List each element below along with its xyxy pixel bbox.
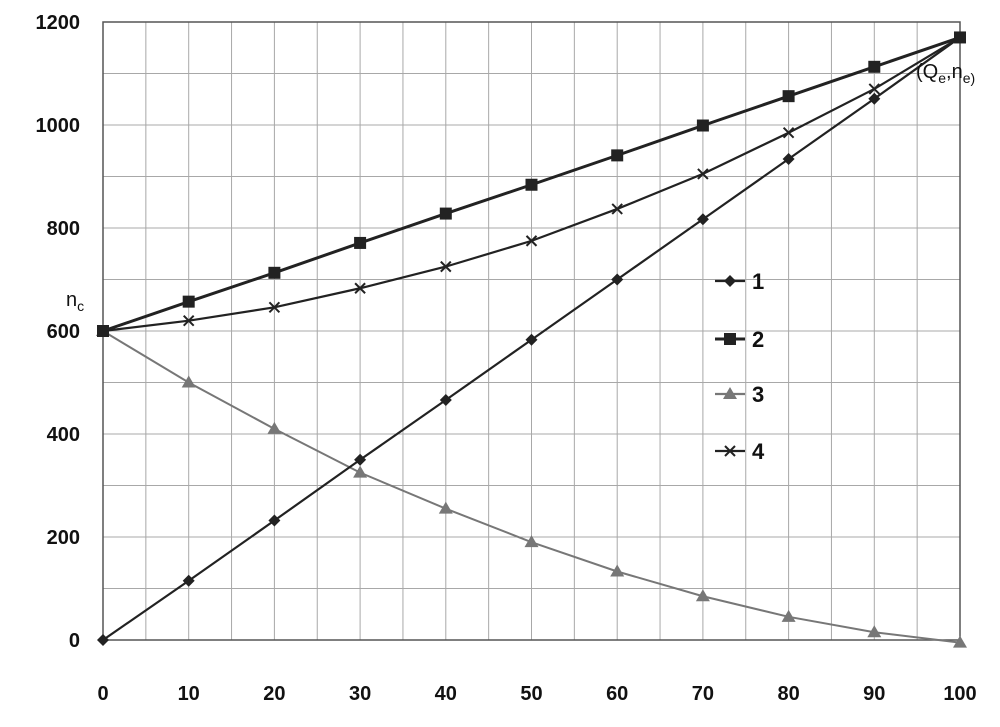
annotation-part: (Q xyxy=(916,61,938,83)
annotation-nc-sub: c xyxy=(77,298,84,314)
x-tick-label: 10 xyxy=(178,683,200,705)
x-tick-label: 100 xyxy=(943,683,976,705)
x-tick-label: 0 xyxy=(97,683,108,705)
y-tick-label: 200 xyxy=(47,527,80,549)
x-tick-label: 30 xyxy=(349,683,371,705)
y-tick-label: 800 xyxy=(47,218,80,240)
y-tick-label: 1000 xyxy=(36,115,81,137)
annotation-sub: e xyxy=(938,70,946,86)
annotation-part: ,n xyxy=(946,61,963,83)
data-point-series-2 xyxy=(697,120,709,132)
legend-label: 4 xyxy=(752,439,765,464)
x-tick-label: 90 xyxy=(863,683,885,705)
y-tick-label: 600 xyxy=(47,321,80,343)
grid xyxy=(103,22,960,640)
y-tick-label: 1200 xyxy=(36,12,81,34)
data-point-series-2 xyxy=(783,90,795,102)
x-tick-label: 20 xyxy=(263,683,285,705)
x-tick-label: 40 xyxy=(435,683,457,705)
data-point-series-2 xyxy=(183,296,195,308)
data-point-series-2 xyxy=(268,267,280,279)
legend-marker xyxy=(724,333,736,345)
legend-label: 3 xyxy=(752,382,764,407)
data-point-series-2 xyxy=(526,179,538,191)
x-tick-label: 80 xyxy=(777,683,799,705)
y-tick-label: 400 xyxy=(47,424,80,446)
data-point-series-2 xyxy=(611,149,623,161)
y-tick-label: 0 xyxy=(69,630,80,652)
annotation-nc-main: n xyxy=(66,289,77,311)
x-tick-label: 70 xyxy=(692,683,714,705)
data-point-series-2 xyxy=(440,208,452,220)
legend-label: 2 xyxy=(752,327,764,352)
x-tick-label: 60 xyxy=(606,683,628,705)
legend-label: 1 xyxy=(752,269,764,294)
annotation-sub: e) xyxy=(963,70,975,86)
data-point-series-2 xyxy=(868,61,880,73)
x-tick-label: 50 xyxy=(520,683,542,705)
data-point-series-2 xyxy=(354,237,366,249)
data-point-series-2 xyxy=(97,325,109,337)
